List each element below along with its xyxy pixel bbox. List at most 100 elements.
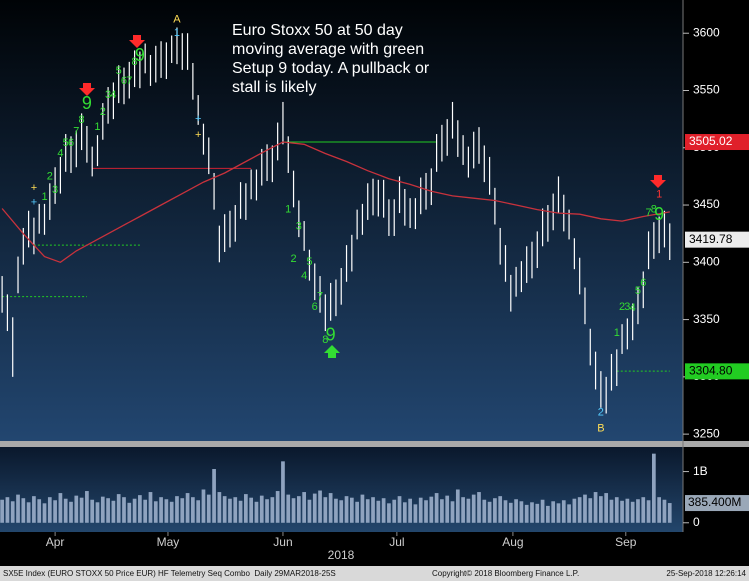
volume-bar <box>418 497 423 523</box>
volume-bar <box>349 497 354 523</box>
panel-separator <box>0 441 749 447</box>
y-tick-label: 3550 <box>693 83 720 97</box>
volume-bar <box>159 497 163 523</box>
volume-bar <box>588 498 593 523</box>
volume-bar <box>122 497 126 523</box>
seq-annotation: 4 <box>57 147 63 159</box>
volume-bar <box>519 501 524 523</box>
volume-bar <box>450 501 455 523</box>
price-label-box <box>685 363 749 380</box>
x-tick-label: Sep <box>615 535 637 549</box>
volume-bar <box>620 500 624 523</box>
seq-annotation: 2 <box>100 106 106 118</box>
y-tick-label: 3400 <box>693 254 720 268</box>
volume-bar <box>291 498 296 523</box>
volume-bar <box>334 498 338 523</box>
volume-bar <box>42 503 47 523</box>
volume-bar <box>259 495 264 523</box>
volume-bar <box>440 499 444 523</box>
volume-bar <box>493 498 497 523</box>
volume-bar <box>58 493 63 523</box>
volume-bar <box>381 498 386 523</box>
volume-bar <box>132 498 137 523</box>
seq-annotation: 1 <box>94 121 100 133</box>
y-tick-label: 1B <box>693 464 708 478</box>
seq-annotation: 7 <box>126 75 132 87</box>
seq-annotation: 4 <box>301 270 307 282</box>
volume-bar <box>413 504 418 523</box>
moving-average <box>1 141 670 264</box>
volume-bar <box>323 497 328 523</box>
footer-left: SX5E Index (EURO STOXX 50 Price EUR) HF … <box>3 569 336 578</box>
volume-bar <box>402 502 407 523</box>
volume-bar <box>487 501 492 523</box>
volume-bar <box>296 496 301 523</box>
volume-bar <box>609 499 614 523</box>
seq-annotation: 7 <box>317 291 323 303</box>
volume-bar <box>482 499 487 523</box>
volume-bar <box>567 504 571 523</box>
seq-annotation: 1 <box>656 189 662 201</box>
volume-bar <box>286 494 291 523</box>
seq-annotation: 3 <box>624 301 630 313</box>
seq-annotation: A <box>173 13 181 25</box>
seq-annotation: + <box>195 129 201 141</box>
seq-annotation: 5 <box>116 65 122 77</box>
volume-bar <box>556 503 561 523</box>
volume-bar <box>90 499 95 523</box>
volume-bar <box>461 497 465 523</box>
volume-bar <box>201 489 206 523</box>
x-tick-label: Aug <box>502 535 523 549</box>
price-label-box <box>685 231 749 248</box>
volume-bar <box>106 498 110 523</box>
price-label: 3304.80 <box>689 364 733 378</box>
y-tick-label: 3600 <box>693 25 720 39</box>
volume-bar <box>561 500 566 523</box>
volume-bar <box>249 497 254 523</box>
volume-bar <box>26 502 31 523</box>
volume-bar <box>79 497 84 523</box>
footer-timestamp: 25-Sep-2018 12:26:14 <box>666 569 746 578</box>
volume-bar <box>604 493 609 523</box>
y-tick-label: 0 <box>693 515 700 529</box>
seq-annotation: 8 <box>132 56 138 68</box>
seq-annotation: 9 <box>326 324 336 344</box>
volume-bar <box>37 499 42 523</box>
seq-annotation: 7 <box>73 126 79 138</box>
volume-bar <box>238 500 243 523</box>
seq-annotation: 6 <box>121 75 127 87</box>
volume-bar <box>657 497 662 523</box>
volume-bar <box>387 503 391 523</box>
seq-annotation: 9 <box>82 93 92 113</box>
seq-annotation: 3 <box>296 221 302 233</box>
seq-annotation: + <box>31 197 37 209</box>
volume-bar <box>116 494 121 523</box>
seq-annotation: 1 <box>174 27 180 39</box>
volume-bar <box>244 494 248 523</box>
volume-bar <box>540 499 545 523</box>
seq-annotation: 4 <box>110 89 116 101</box>
volume-bar <box>281 461 285 523</box>
volume-bar <box>652 453 656 523</box>
volume-bar <box>53 500 57 523</box>
volume-bar <box>100 496 105 523</box>
volume-bar <box>662 499 667 523</box>
price-label: 3419.78 <box>689 232 733 246</box>
volume-bar <box>164 499 169 523</box>
seq-annotation: 3 <box>52 184 58 196</box>
volume-bar <box>577 497 582 523</box>
volume-bar <box>667 503 672 523</box>
volume-bar <box>408 498 412 523</box>
volume-bar <box>641 497 646 523</box>
seq-annotation: 5 <box>63 137 69 149</box>
volume-bar <box>429 496 434 523</box>
volume-bar <box>169 501 174 523</box>
x-tick-label: May <box>157 535 180 549</box>
volume-bar <box>69 501 73 523</box>
volume-bar <box>191 497 195 523</box>
volume-bar <box>392 499 397 523</box>
volume-bar <box>74 495 79 523</box>
volume-bar <box>217 492 222 523</box>
seq-annotation: 5 <box>635 285 641 297</box>
